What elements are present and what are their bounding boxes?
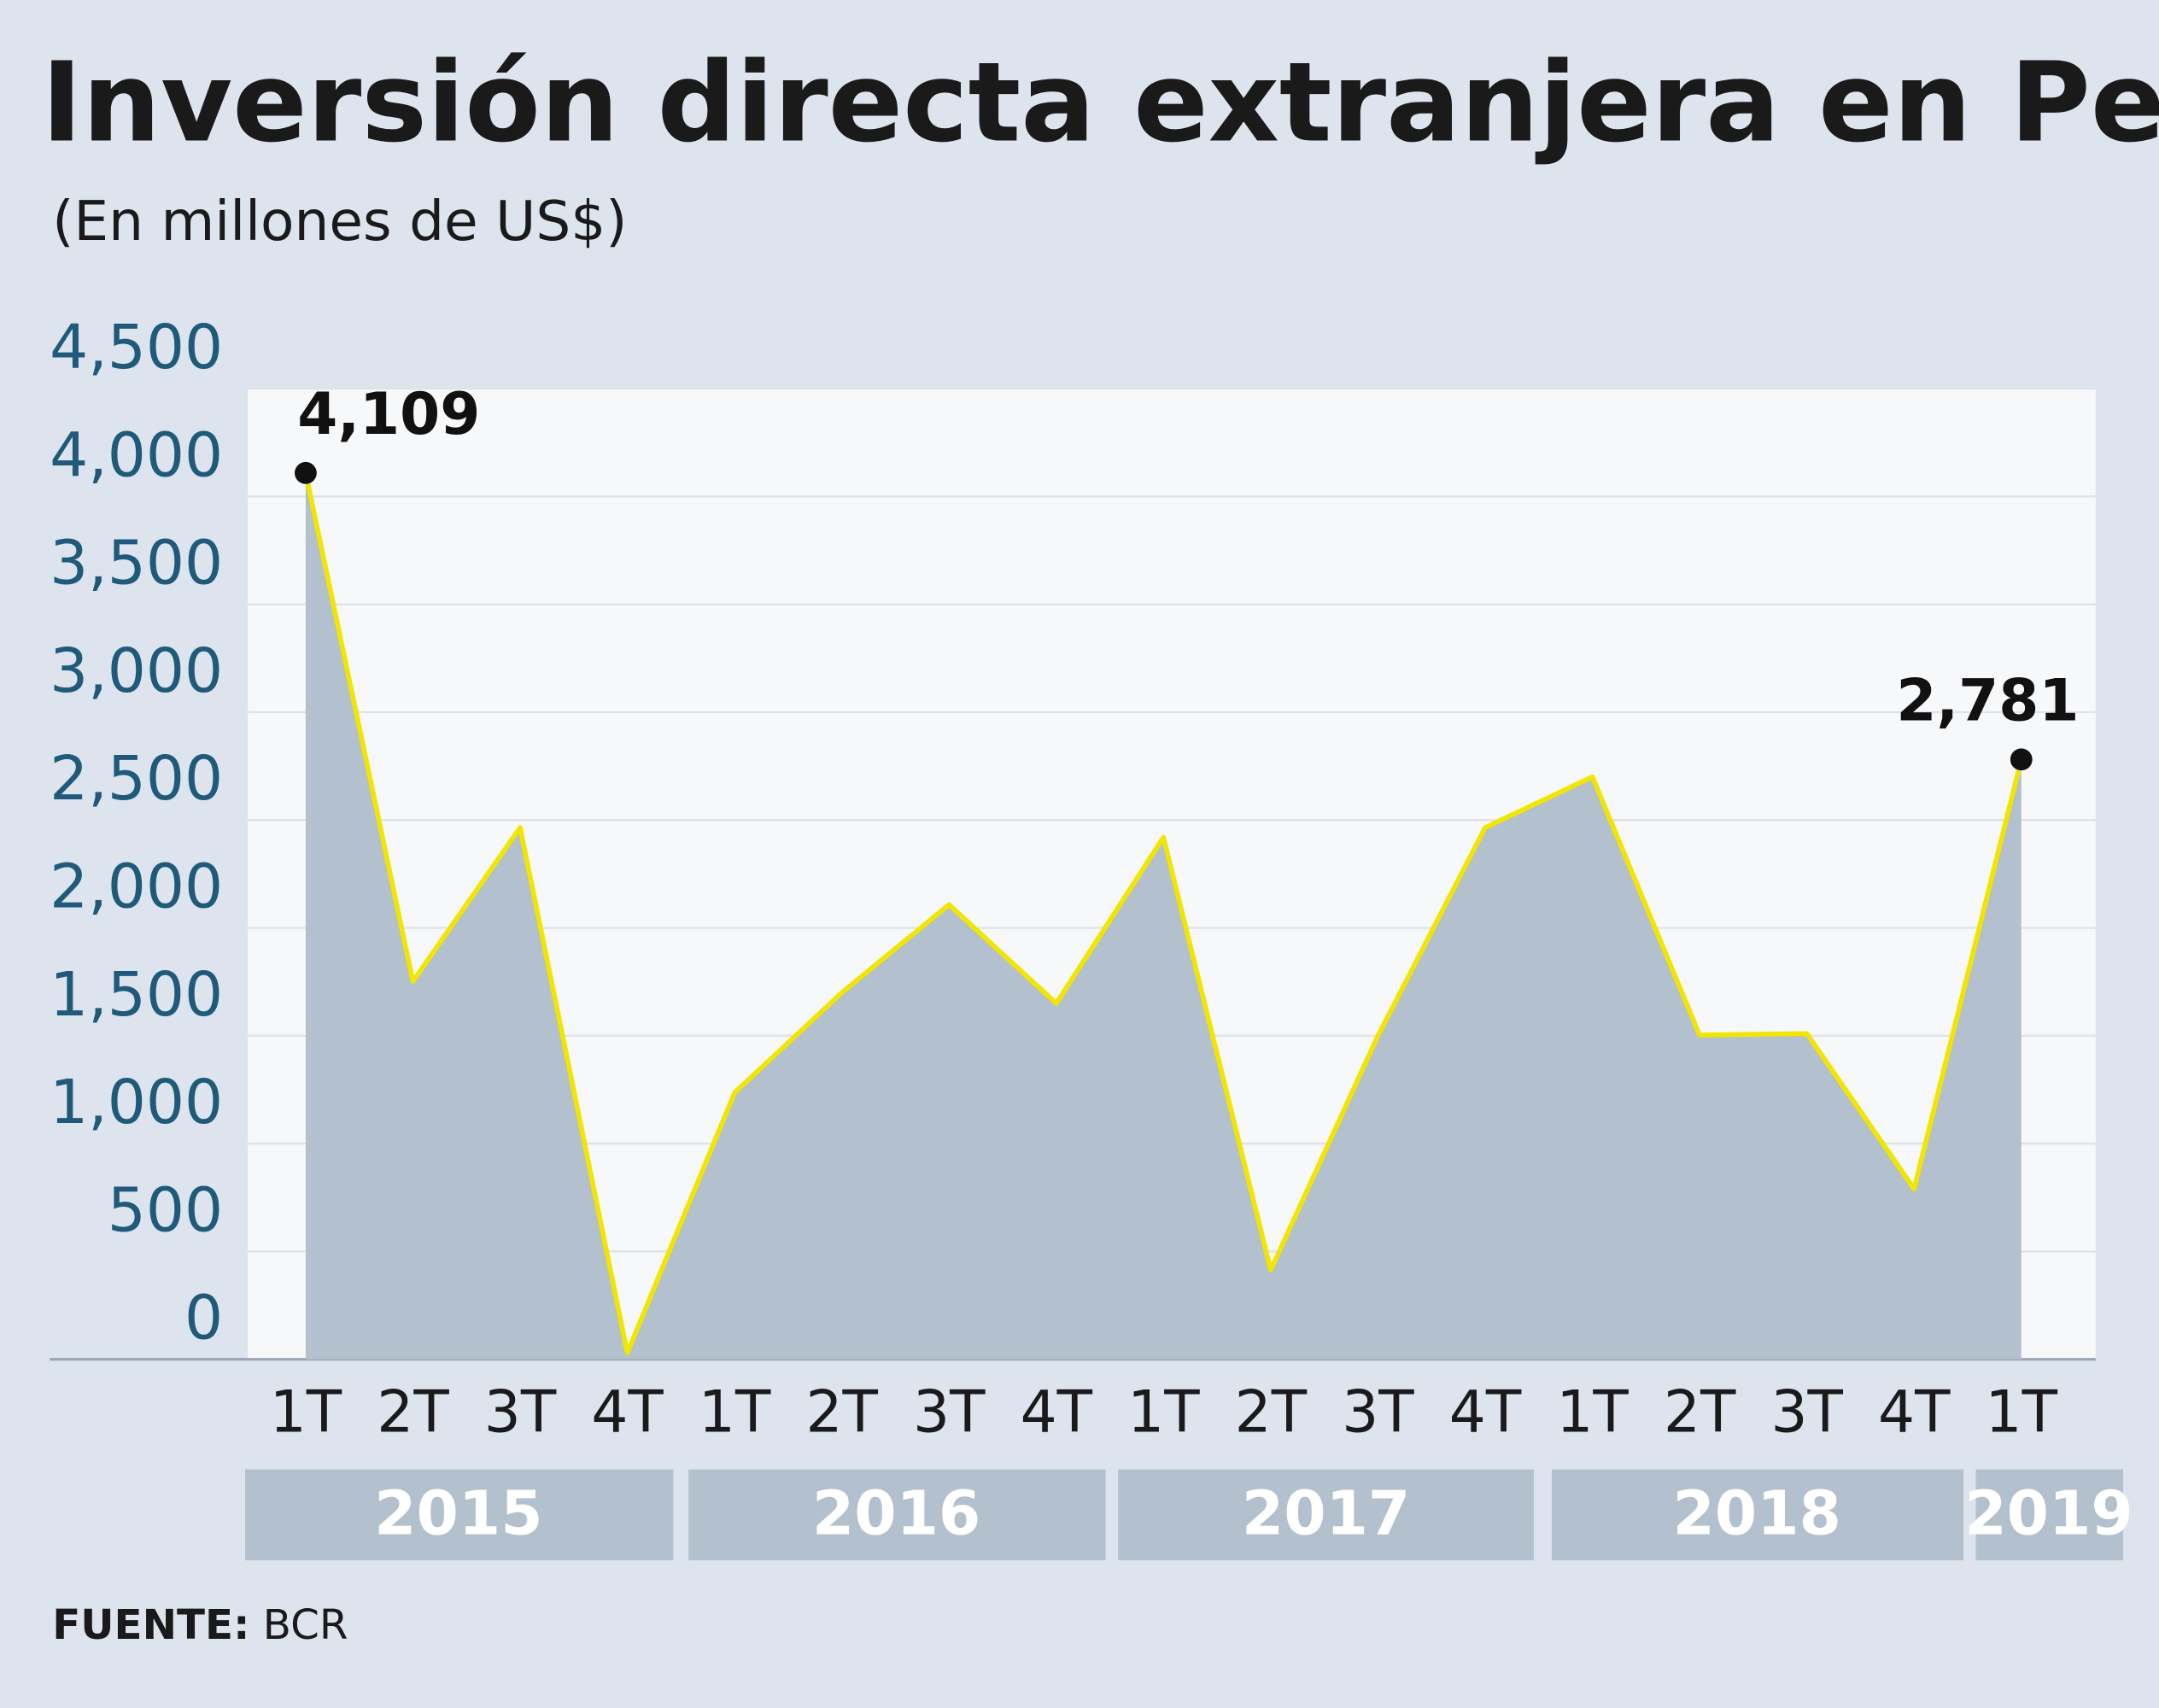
x-tick-label: 2T	[1664, 1378, 1736, 1445]
y-tick-label: 4,500	[50, 312, 223, 383]
x-tick-label: 4T	[1449, 1378, 1522, 1445]
year-label: 2016	[812, 1478, 980, 1549]
year-label: 2018	[1673, 1478, 1841, 1549]
area	[305, 472, 2022, 1360]
year-band	[1975, 1469, 2124, 1561]
x-tick-label: 2T	[377, 1378, 449, 1445]
y-tick-label: 500	[108, 1174, 223, 1245]
year-band	[688, 1469, 1106, 1561]
year-band	[1552, 1469, 1964, 1561]
year-label: 2015	[374, 1478, 542, 1549]
year-band	[1118, 1469, 1535, 1561]
x-tick-label: 4T	[591, 1378, 664, 1445]
x-tick-label: 2T	[1235, 1378, 1308, 1445]
year-label: 2019	[1964, 1478, 2133, 1549]
x-tick-label: 3T	[1342, 1378, 1414, 1445]
x-tick-label: 1T	[270, 1378, 342, 1445]
x-tick-label: 4T	[1878, 1378, 1951, 1445]
chart-title: Inversión directa extranjera en Perú	[41, 39, 2159, 167]
x-tick-label: 1T	[1556, 1378, 1629, 1445]
y-tick-label: 1,500	[50, 959, 223, 1030]
data-point	[2010, 748, 2033, 771]
x-tick-label: 3T	[1770, 1378, 1843, 1445]
source-text: BCR	[263, 1601, 348, 1649]
y-tick-label: 2,000	[50, 851, 223, 922]
data-label: 2,781	[1896, 666, 2079, 734]
x-tick-label: 1T	[699, 1378, 771, 1445]
y-tick-label: 2,500	[50, 743, 223, 814]
chart-subtitle: (En millones de US$)	[52, 190, 627, 254]
y-tick-label: 3,500	[50, 528, 223, 599]
x-tick-label: 1T	[1127, 1378, 1200, 1445]
data-point	[295, 461, 317, 484]
year-groups: 2015 2016 2017 2018 2019	[244, 1469, 2133, 1561]
x-tick-label: 2T	[805, 1378, 878, 1445]
x-tick-label: 4T	[1021, 1378, 1093, 1445]
source: FUENTE: BCR	[52, 1601, 348, 1649]
year-label: 2017	[1242, 1478, 1410, 1549]
y-tick-label: 0	[184, 1283, 223, 1354]
year-band	[244, 1469, 674, 1561]
y-tick-label: 1,000	[50, 1067, 223, 1138]
y-tick-label: 3,000	[50, 635, 223, 706]
source-label: FUENTE:	[52, 1601, 249, 1649]
line	[303, 472, 2024, 1355]
y-tick-label: 4,000	[50, 419, 223, 490]
x-tick-label: 1T	[1986, 1378, 2058, 1445]
x-tick-label: 3T	[913, 1378, 986, 1445]
data-label: 4,109	[297, 380, 480, 447]
x-tick-label: 3T	[484, 1378, 557, 1445]
